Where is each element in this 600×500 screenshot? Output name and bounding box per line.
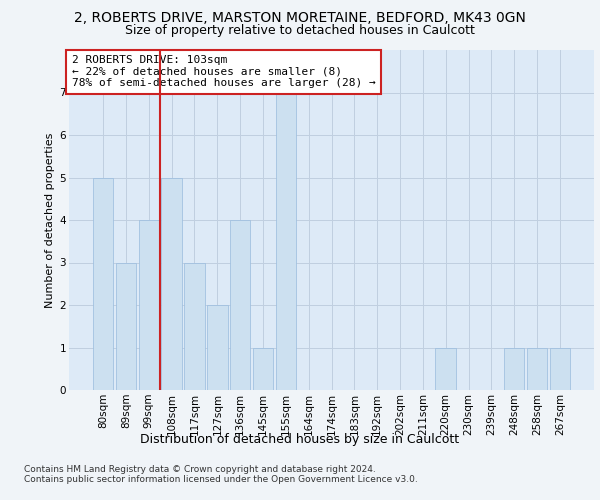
Bar (139, 220, 159, 390)
Text: 2, ROBERTS DRIVE, MARSTON MORETAINE, BEDFORD, MK43 0GN: 2, ROBERTS DRIVE, MARSTON MORETAINE, BED… (74, 11, 526, 25)
Bar (504, 348, 524, 390)
Bar (93, 178, 113, 390)
Bar (230, 220, 250, 390)
Text: 2 ROBERTS DRIVE: 103sqm
← 22% of detached houses are smaller (8)
78% of semi-det: 2 ROBERTS DRIVE: 103sqm ← 22% of detache… (71, 55, 376, 88)
Bar (207, 305, 227, 390)
Bar (275, 92, 296, 390)
Text: Size of property relative to detached houses in Caulcott: Size of property relative to detached ho… (125, 24, 475, 37)
Bar (253, 348, 273, 390)
Bar (527, 348, 547, 390)
Bar (436, 348, 456, 390)
Text: Distribution of detached houses by size in Caulcott: Distribution of detached houses by size … (140, 432, 460, 446)
Y-axis label: Number of detached properties: Number of detached properties (46, 132, 55, 308)
Bar (184, 262, 205, 390)
Text: Contains HM Land Registry data © Crown copyright and database right 2024.
Contai: Contains HM Land Registry data © Crown c… (24, 465, 418, 484)
Bar (550, 348, 570, 390)
Bar (161, 178, 182, 390)
Bar (116, 262, 136, 390)
